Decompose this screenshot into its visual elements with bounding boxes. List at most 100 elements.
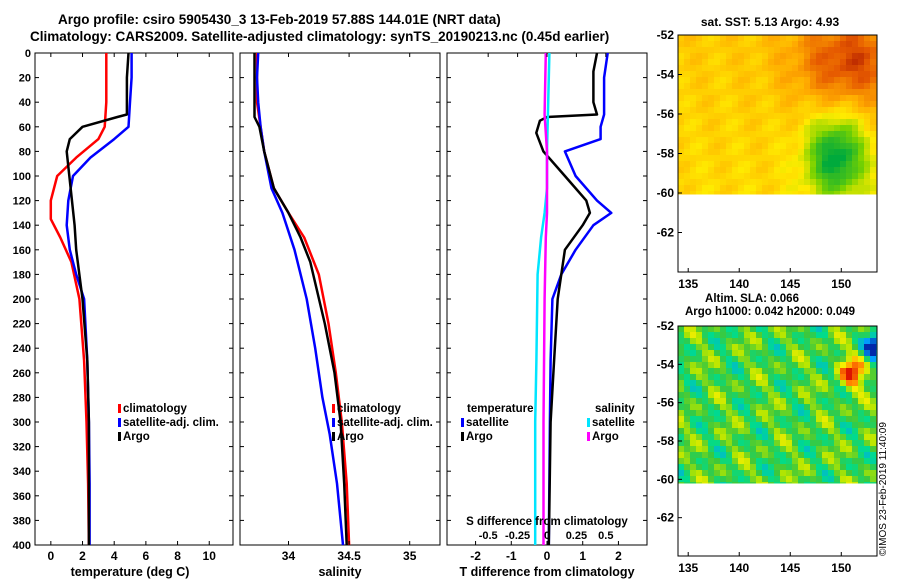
- sla-map-y-tick-label: -52: [657, 319, 675, 333]
- sst-map-y-tick-label: -60: [657, 186, 675, 200]
- tdiff-x-tick-label: 1: [579, 549, 586, 563]
- tdiff-x-tick-label: -2: [470, 549, 481, 563]
- sal-legend-clim-label: climatology: [337, 403, 402, 415]
- sst-map-x-tick-label: 150: [831, 277, 851, 291]
- tdiff-x-tick-label: 2: [615, 549, 622, 563]
- tdiff-xlabel: T difference from climatology: [459, 565, 634, 579]
- diff-legend-sal-sat-swatch: [587, 418, 590, 427]
- sla-map-y-tick-label: -60: [657, 472, 675, 486]
- diff-legend-temp-argo-swatch: [461, 432, 464, 441]
- sdiff-x-tick-label: -0.25: [505, 530, 530, 542]
- depth-tick-label: 140: [13, 220, 31, 232]
- sst-map-x-tick-label: 140: [729, 277, 749, 291]
- panel-frame-2: [239, 52, 441, 546]
- sst-map-y-tick-label: -52: [657, 28, 675, 42]
- salinity-series-argo: [253, 53, 348, 546]
- header-line-1: Argo profile: csiro 5905430_3 13-Feb-201…: [58, 12, 501, 27]
- sal-legend-argo-label: Argo: [337, 431, 364, 443]
- temperature-x-tick-label: 8: [174, 549, 181, 563]
- sla-map-x-tick-label: 145: [780, 561, 800, 575]
- difference-series-temperature-satellite: [547, 52, 613, 546]
- depth-tick-label: 180: [13, 269, 31, 281]
- difference-series-salinity-argo: [542, 52, 549, 545]
- depth-tick-label: 400: [13, 540, 31, 552]
- temp-legend-argo-label: Argo: [123, 431, 150, 443]
- sla-map-y-tick-label: -54: [657, 357, 675, 371]
- temperature-series-climatology: [49, 53, 108, 546]
- diff-legend-sal-argo-label: Argo: [592, 431, 619, 443]
- sla-map-x-tick-label: 140: [729, 561, 749, 575]
- temperature-x-tick-label: 4: [111, 549, 118, 563]
- diff-legend-temp-argo-label: Argo: [466, 431, 493, 443]
- sla-map-x-tick-label: 135: [678, 561, 698, 575]
- depth-tick-label: 20: [19, 73, 31, 85]
- depth-tick-label: 80: [19, 146, 31, 158]
- sst-map-y-tick-label: -62: [657, 226, 675, 240]
- temp-legend-clim-swatch: [118, 404, 121, 413]
- diff-legend-temp-title: temperature: [467, 403, 533, 415]
- depth-tick-label: 160: [13, 245, 31, 257]
- temperature-series-argo: [65, 52, 130, 545]
- sla-map-y-tick-label: -62: [657, 511, 675, 525]
- temp-legend-argo-swatch: [118, 432, 121, 441]
- s-diff-title: S difference from climatology: [466, 516, 628, 528]
- diff-legend-temp-sat-label: satellite: [466, 417, 509, 429]
- depth-tick-label: 340: [13, 466, 31, 478]
- sst-map-y-tick-label: -58: [657, 147, 675, 161]
- sdiff-x-tick-label: 0.25: [566, 530, 587, 542]
- depth-tick-label: 260: [13, 368, 31, 380]
- temperature-x-tick-label: 0: [47, 549, 54, 563]
- sst-map-x-tick-label: 145: [780, 277, 800, 291]
- difference-series-temperature-argo: [535, 52, 599, 546]
- depth-tick-label: 280: [13, 392, 31, 404]
- sla-map-x-tick-label: 150: [831, 561, 851, 575]
- diff-legend-sal-sat-label: satellite: [592, 417, 635, 429]
- depth-tick-label: 380: [13, 515, 31, 527]
- tdiff-x-tick-label: 0: [544, 549, 551, 563]
- depth-tick-label: 0: [25, 48, 31, 60]
- depth-tick-label: 320: [13, 442, 31, 454]
- depth-tick-label: 240: [13, 343, 31, 355]
- sal-legend-sat-swatch: [332, 418, 335, 427]
- temp-legend-sat-swatch: [118, 418, 121, 427]
- depth-tick-label: 220: [13, 319, 31, 331]
- tdiff-x-tick-label: -1: [506, 549, 517, 563]
- diff-legend-sal-title: salinity: [595, 403, 635, 415]
- sst-map-y-tick-label: -54: [657, 68, 675, 82]
- sla-title-2: Argo h1000: 0.042 h2000: 0.049: [685, 306, 855, 318]
- temperature-xlabel: temperature (deg C): [71, 565, 190, 579]
- temperature-series-satellite-adj-clim-: [65, 53, 133, 545]
- sst-map-y-tick-label: -56: [657, 107, 675, 121]
- depth-tick-label: 100: [13, 171, 31, 183]
- depth-tick-label: 120: [13, 196, 31, 208]
- sla-map-y-tick-label: -56: [657, 396, 675, 410]
- diff-legend-temp-sat-swatch: [461, 418, 464, 427]
- salinity-xlabel: salinity: [318, 565, 361, 579]
- temp-legend-sat-label: satellite-adj. clim.: [123, 417, 219, 429]
- sst-map-field: [678, 35, 878, 195]
- temp-legend-clim-label: climatology: [123, 403, 188, 415]
- depth-tick-label: 40: [19, 97, 31, 109]
- sst-map-x-tick-label: 135: [678, 277, 698, 291]
- panel-frame-1: [34, 52, 234, 546]
- sdiff-x-tick-label: -0.5: [479, 530, 498, 542]
- temperature-x-tick-label: 10: [203, 549, 217, 563]
- sla-title-1: Altim. SLA: 0.066: [705, 293, 799, 305]
- depth-tick-label: 200: [13, 294, 31, 306]
- sdiff-x-tick-label: 0.5: [598, 530, 613, 542]
- temperature-x-tick-label: 6: [143, 549, 150, 563]
- sla-map-field: [678, 326, 878, 484]
- salinity-x-tick-label: 35: [403, 549, 417, 563]
- sst-title: sat. SST: 5.13 Argo: 4.93: [701, 15, 840, 29]
- sal-legend-clim-swatch: [332, 404, 335, 413]
- depth-tick-label: 360: [13, 491, 31, 503]
- sal-legend-sat-label: satellite-adj. clim.: [337, 417, 433, 429]
- salinity-x-tick-label: 34.5: [337, 549, 361, 563]
- salinity-x-tick-label: 34: [282, 549, 296, 563]
- depth-tick-label: 300: [13, 417, 31, 429]
- sla-map-y-tick-label: -58: [657, 434, 675, 448]
- temperature-x-tick-label: 2: [79, 549, 86, 563]
- sdiff-x-tick-label: 0: [544, 530, 550, 542]
- salinity-series-satellite-adj-clim-: [255, 52, 345, 546]
